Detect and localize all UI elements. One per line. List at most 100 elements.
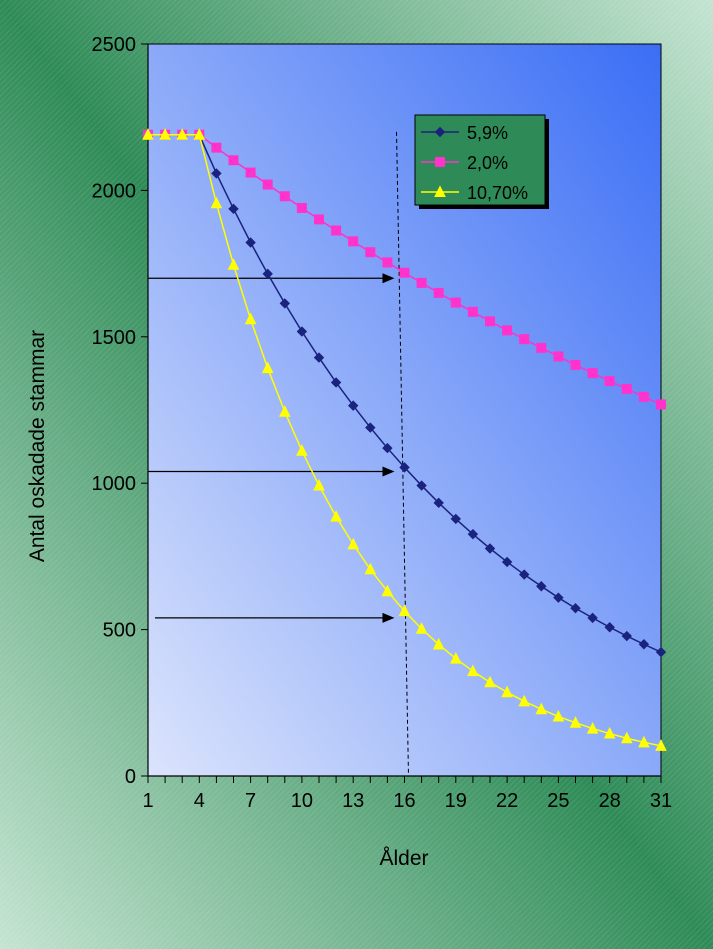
data-point xyxy=(262,179,273,190)
data-point xyxy=(535,702,548,715)
legend-marker xyxy=(434,185,446,197)
data-point xyxy=(399,462,410,473)
data-point xyxy=(211,168,222,179)
y-tick-label: 1500 xyxy=(92,327,137,349)
data-point xyxy=(432,637,445,650)
data-point xyxy=(518,694,531,707)
data-point xyxy=(193,128,206,140)
data-point xyxy=(501,685,513,698)
data-point xyxy=(245,237,256,248)
data-point xyxy=(621,630,633,642)
data-point xyxy=(604,622,615,633)
y-axis: 0 500 1000 1500 2000 2500 xyxy=(92,34,149,788)
data-point xyxy=(313,478,325,491)
x-tick-label: 10 xyxy=(291,790,313,812)
x-tick-label: 28 xyxy=(599,790,621,812)
legend-label: 10,70% xyxy=(467,183,528,203)
data-point xyxy=(519,334,530,345)
data-point xyxy=(433,287,444,298)
data-point xyxy=(416,277,427,288)
data-point xyxy=(587,368,598,379)
data-point xyxy=(330,377,342,388)
x-tick-label: 4 xyxy=(194,790,205,812)
data-point xyxy=(261,361,274,374)
data-point xyxy=(467,528,479,540)
reference-dashed-line xyxy=(396,131,409,777)
data-point xyxy=(244,312,257,325)
data-point xyxy=(365,247,376,258)
data-point xyxy=(176,128,189,140)
data-point xyxy=(228,155,239,166)
data-point xyxy=(604,376,615,387)
data-point xyxy=(211,142,222,153)
data-point xyxy=(296,202,307,213)
data-point xyxy=(587,612,598,624)
data-point xyxy=(621,383,632,394)
data-point xyxy=(433,497,444,509)
data-point xyxy=(536,342,547,353)
annotations xyxy=(148,131,409,777)
data-point xyxy=(416,480,427,491)
data-point xyxy=(159,128,171,140)
x-tick-label: 16 xyxy=(393,790,415,812)
data-point xyxy=(484,675,496,688)
data-point xyxy=(279,191,290,202)
data-point xyxy=(347,400,359,411)
y-tick-label: 0 xyxy=(125,766,136,788)
x-axis-title: Ålder xyxy=(379,847,428,870)
data-point xyxy=(262,268,273,280)
annotation-arrowhead xyxy=(382,612,395,623)
data-point xyxy=(331,225,342,236)
data-point xyxy=(638,391,649,402)
data-point xyxy=(485,316,495,327)
plot-area xyxy=(147,43,662,777)
data-point xyxy=(620,731,633,744)
data-point xyxy=(586,721,599,734)
data-point xyxy=(638,735,650,748)
legend-marker xyxy=(434,126,446,138)
data-point xyxy=(398,604,411,617)
data-point xyxy=(348,236,359,247)
data-point xyxy=(330,509,342,522)
data-point xyxy=(365,422,376,433)
data-point xyxy=(553,592,564,603)
data-point xyxy=(278,405,291,417)
data-point xyxy=(655,646,667,658)
data-point xyxy=(142,128,154,140)
data-point xyxy=(553,351,564,362)
data-point xyxy=(450,297,461,308)
x-tick-label: 25 xyxy=(547,790,569,812)
data-point xyxy=(450,513,462,525)
legend-label: 5,9% xyxy=(467,123,508,143)
data-point xyxy=(314,214,324,225)
annotation-arrowhead xyxy=(382,273,395,284)
legend-label: 2,0% xyxy=(467,153,508,173)
data-point xyxy=(552,709,565,722)
data-point xyxy=(656,399,666,410)
x-tick-label: 13 xyxy=(342,790,364,812)
data-point xyxy=(603,726,616,739)
y-tick-label: 500 xyxy=(103,620,136,642)
data-point xyxy=(313,352,325,363)
data-point xyxy=(210,196,223,209)
data-point xyxy=(467,306,478,317)
x-tick-label: 1 xyxy=(142,790,153,812)
data-point xyxy=(296,326,308,337)
x-tick-label: 7 xyxy=(245,790,256,812)
data-point xyxy=(467,664,479,677)
data-point xyxy=(382,442,393,454)
y-tick-label: 2000 xyxy=(92,180,137,202)
x-axis: 1 4 7 10 13 16 19 22 25 28 31 xyxy=(142,775,672,812)
data-point xyxy=(347,537,360,550)
data-point xyxy=(484,543,496,554)
data-point xyxy=(245,167,256,178)
data-point xyxy=(570,603,581,614)
x-tick-label: 19 xyxy=(445,790,467,812)
y-tick-label: 2500 xyxy=(92,34,137,56)
x-tick-label: 22 xyxy=(496,790,518,812)
data-point xyxy=(415,622,428,634)
data-point xyxy=(296,444,308,456)
data-point xyxy=(227,258,240,270)
